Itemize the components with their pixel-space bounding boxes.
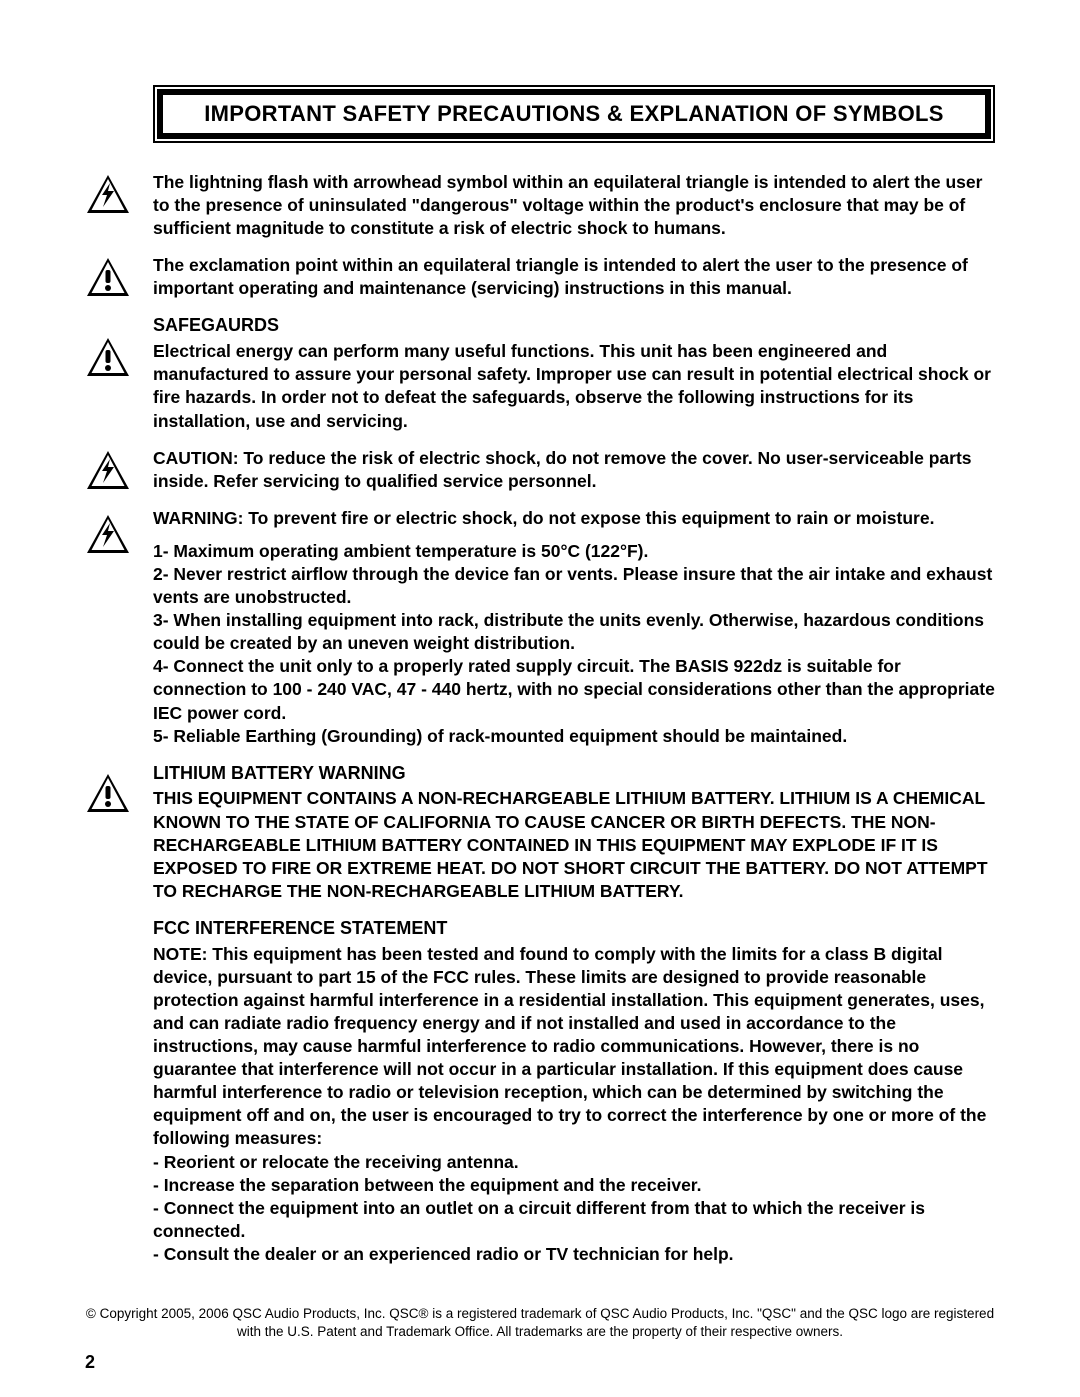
lightning-icon — [85, 171, 153, 215]
lithium-body: THIS EQUIPMENT CONTAINS A NON-RECHARGEAB… — [153, 787, 995, 902]
fcc-body: NOTE: This equipment has been tested and… — [153, 943, 995, 1151]
row-safeguards: SAFEGAURDS Electrical energy can perform… — [85, 314, 995, 432]
fcc-measure-2: - Increase the separation between the eq… — [153, 1174, 995, 1197]
row-exclamation: The exclamation point within an equilate… — [85, 254, 995, 300]
exclamation-icon — [85, 314, 153, 378]
list-item-3: 3- When installing equipment into rack, … — [153, 609, 995, 655]
row-fcc: FCC INTERFERENCE STATEMENT NOTE: This eq… — [85, 917, 995, 1266]
list-item-1: 1- Maximum operating ambient temperature… — [153, 540, 995, 563]
warning-moisture: WARNING: To prevent fire or electric sho… — [153, 507, 995, 530]
exclamation-text: The exclamation point within an equilate… — [153, 254, 995, 300]
row-lightning: The lightning flash with arrowhead symbo… — [85, 171, 995, 240]
list-item-4: 4- Connect the unit only to a properly r… — [153, 655, 995, 724]
lightning-text: The lightning flash with arrowhead symbo… — [153, 171, 995, 240]
row-warning-list: WARNING: To prevent fire or electric sho… — [85, 507, 995, 748]
page-title: IMPORTANT SAFETY PRECAUTIONS & EXPLANATI… — [157, 89, 991, 139]
row-caution: CAUTION: To reduce the risk of electric … — [85, 447, 995, 493]
fcc-heading: FCC INTERFERENCE STATEMENT — [153, 917, 995, 941]
lightning-icon — [85, 507, 153, 555]
fcc-measure-1: - Reorient or relocate the receiving ant… — [153, 1151, 995, 1174]
safeguards-body: Electrical energy can perform many usefu… — [153, 340, 995, 432]
exclamation-icon — [85, 762, 153, 814]
safeguards-heading: SAFEGAURDS — [153, 314, 995, 338]
fcc-measure-4: - Consult the dealer or an experienced r… — [153, 1243, 995, 1266]
page-number: 2 — [85, 1352, 95, 1373]
row-lithium: LITHIUM BATTERY WARNING THIS EQUIPMENT C… — [85, 762, 995, 903]
fcc-measure-3: - Connect the equipment into an outlet o… — [153, 1197, 995, 1243]
title-bar: IMPORTANT SAFETY PRECAUTIONS & EXPLANATI… — [153, 85, 995, 143]
lithium-heading: LITHIUM BATTERY WARNING — [153, 762, 995, 786]
lightning-icon — [85, 447, 153, 491]
exclamation-icon — [85, 254, 153, 298]
list-item-2: 2- Never restrict airflow through the de… — [153, 563, 995, 609]
list-item-5: 5- Reliable Earthing (Grounding) of rack… — [153, 725, 995, 748]
copyright-text: © Copyright 2005, 2006 QSC Audio Product… — [85, 1305, 995, 1341]
caution-text: CAUTION: To reduce the risk of electric … — [153, 447, 995, 493]
